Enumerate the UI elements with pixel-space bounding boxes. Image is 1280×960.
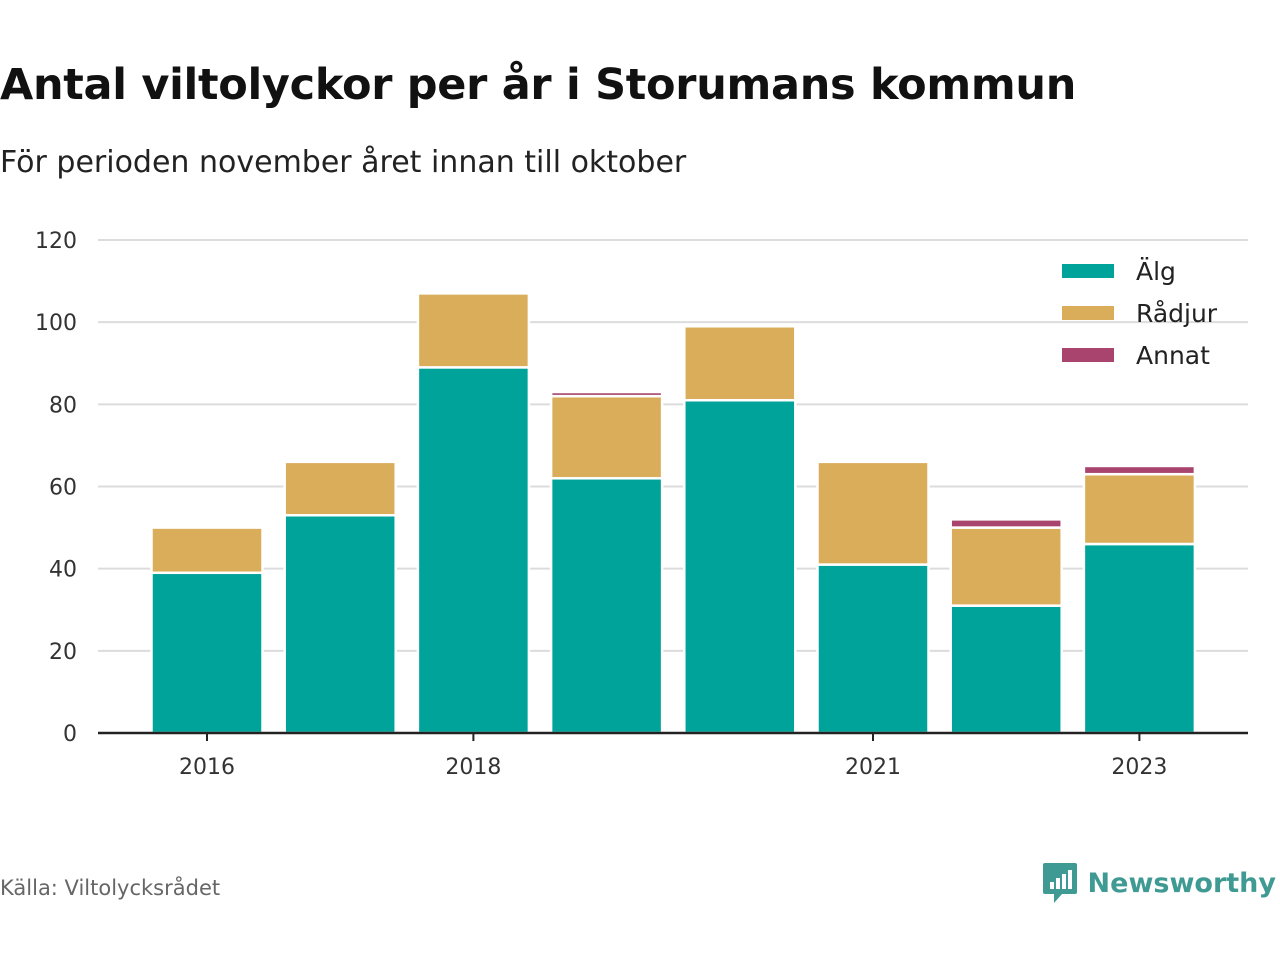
bar-segment-2016-1: [150, 526, 264, 575]
y-axis-ticks: 0 20 40 60 80 100 120: [35, 229, 77, 747]
y-tick-label: 120: [35, 229, 77, 254]
brand-logo: Newsworthy: [1042, 862, 1276, 904]
bar-segment-2018-1: [416, 292, 531, 369]
bar-segment-2018-0: [416, 366, 531, 735]
bars: [150, 292, 1197, 735]
legend-swatch: [1062, 306, 1114, 320]
source-note: Källa: Viltolycksrådet: [0, 876, 221, 900]
legend-label: Älg: [1136, 257, 1176, 286]
y-tick-label: 60: [49, 476, 77, 501]
legend-label: Rådjur: [1136, 299, 1218, 328]
x-tick-label: 2018: [445, 755, 501, 780]
y-tick-label: 40: [49, 558, 77, 583]
y-tick-label: 80: [49, 393, 77, 418]
x-tick-label: 2021: [845, 755, 901, 780]
bar-segment-2016-0: [150, 571, 264, 735]
bar-segment-2023-2: [1082, 464, 1197, 476]
bar-segment-2017-0: [283, 514, 397, 735]
legend-label: Annat: [1136, 341, 1210, 370]
bar-segment-2019-0: [549, 477, 664, 735]
bar-segment-2017-1: [283, 460, 397, 517]
chart-title: Antal viltolyckor per år i Storumans kom…: [0, 60, 1077, 110]
bar-segment-2022-0: [949, 604, 1063, 735]
bar-segment-2019-2: [549, 390, 664, 398]
legend-swatch: [1062, 264, 1114, 278]
bar-segment-2023-0: [1082, 542, 1197, 735]
y-tick-label: 0: [63, 722, 77, 747]
bar-segment-2022-2: [949, 518, 1063, 529]
brand-name: Newsworthy: [1087, 867, 1276, 899]
bar-segment-2020-1: [683, 325, 797, 402]
newsworthy-logo-icon: [1042, 863, 1077, 903]
stacked-bar-chart: 0 20 40 60 80 100 120 2016 2018 2021 2023 Älg Rådj…: [35, 229, 1248, 780]
x-axis-ticks: 2016 2018 2021 2023: [98, 731, 1248, 780]
bar-segment-2019-1: [549, 394, 664, 480]
legend: Älg Rådjur Annat: [1062, 257, 1218, 370]
grid-lines: [98, 239, 1248, 652]
y-tick-label: 20: [49, 640, 77, 665]
x-tick-label: 2023: [1111, 755, 1167, 780]
legend-swatch: [1062, 348, 1114, 362]
bar-segment-2021-1: [816, 460, 930, 566]
x-tick-label: 2016: [179, 755, 235, 780]
y-tick-label: 100: [35, 311, 77, 336]
bar-segment-2023-1: [1082, 472, 1197, 546]
bar-segment-2020-0: [683, 398, 797, 735]
chart-subtitle: För perioden november året innan till ok…: [0, 145, 687, 180]
bar-segment-2021-0: [816, 563, 930, 735]
bar-segment-2022-1: [949, 526, 1063, 607]
